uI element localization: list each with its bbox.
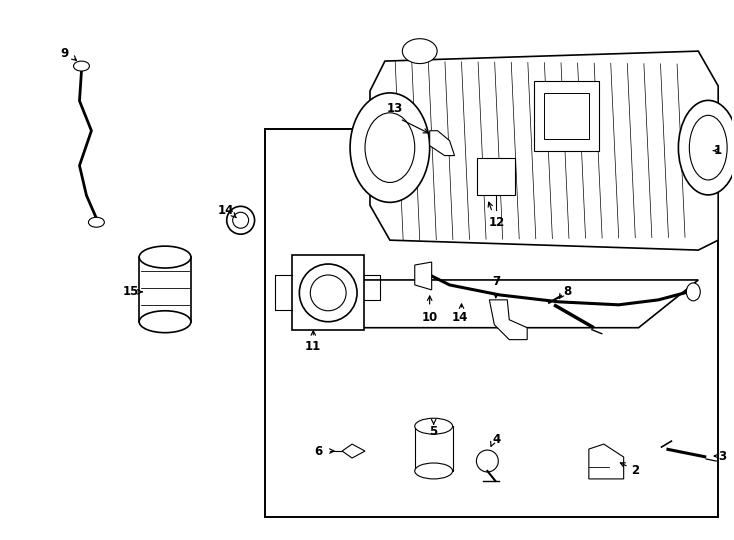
Ellipse shape <box>365 113 415 183</box>
Polygon shape <box>342 444 365 458</box>
Bar <box>477 158 515 195</box>
Polygon shape <box>534 81 599 151</box>
Text: 9: 9 <box>60 46 69 59</box>
Text: 8: 8 <box>563 285 571 299</box>
Ellipse shape <box>415 418 453 434</box>
Ellipse shape <box>476 450 498 472</box>
Text: 15: 15 <box>123 285 139 299</box>
Ellipse shape <box>227 206 255 234</box>
Text: 10: 10 <box>421 311 437 324</box>
Text: 14: 14 <box>217 204 234 217</box>
Polygon shape <box>415 262 432 290</box>
Text: 13: 13 <box>387 103 403 116</box>
Text: 14: 14 <box>451 311 468 324</box>
Ellipse shape <box>678 100 734 195</box>
Polygon shape <box>429 131 454 156</box>
Bar <box>292 255 364 330</box>
Ellipse shape <box>310 275 346 311</box>
Ellipse shape <box>686 283 700 301</box>
Bar <box>264 129 718 517</box>
Polygon shape <box>310 280 698 328</box>
Text: 6: 6 <box>314 444 322 457</box>
Text: 3: 3 <box>718 449 726 463</box>
Text: 5: 5 <box>429 424 437 437</box>
Ellipse shape <box>88 217 104 227</box>
Ellipse shape <box>139 311 191 333</box>
Ellipse shape <box>139 246 191 268</box>
Polygon shape <box>490 300 527 340</box>
Polygon shape <box>544 93 589 139</box>
Ellipse shape <box>233 212 249 228</box>
Text: 2: 2 <box>631 464 639 477</box>
Bar <box>139 257 191 322</box>
Polygon shape <box>370 51 718 250</box>
Ellipse shape <box>689 116 727 180</box>
Ellipse shape <box>402 39 437 64</box>
Text: 1: 1 <box>714 144 722 157</box>
Ellipse shape <box>299 264 357 322</box>
Text: 11: 11 <box>305 340 321 353</box>
Text: 12: 12 <box>488 216 504 229</box>
Polygon shape <box>589 444 624 479</box>
Ellipse shape <box>73 61 90 71</box>
Ellipse shape <box>350 93 429 202</box>
Text: 4: 4 <box>493 433 501 446</box>
Text: 7: 7 <box>493 275 501 288</box>
Ellipse shape <box>415 463 453 479</box>
Bar <box>415 426 453 471</box>
